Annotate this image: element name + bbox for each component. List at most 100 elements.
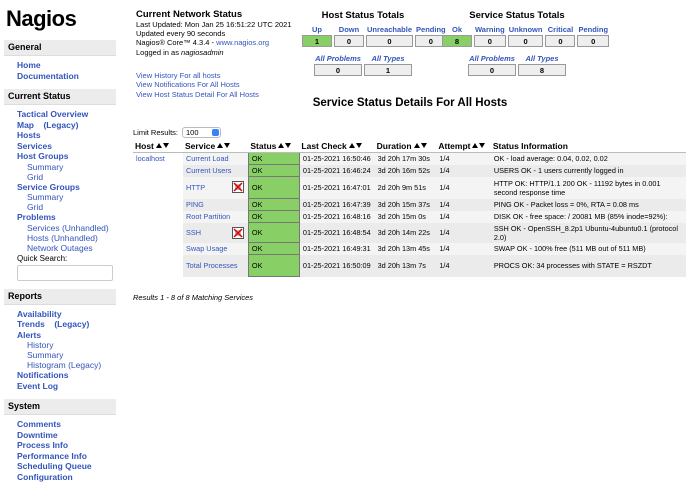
nav-link[interactable]: Configuration [17, 471, 73, 482]
nav-subitem[interactable]: Grid [27, 171, 44, 182]
attempt-cell: 1/4 [436, 164, 491, 177]
last-check: 01-25-2021 16:48:16 [302, 212, 371, 221]
search-input[interactable] [17, 264, 113, 281]
summary-value: 8 [518, 64, 566, 76]
nav-subitem[interactable]: Services (Unhandled) [27, 222, 109, 233]
summary-label[interactable]: All Types [371, 54, 405, 63]
duration: 3d 20h 15m 0s [377, 212, 426, 221]
nav-link[interactable]: Tactical Overview [17, 109, 89, 119]
version-link[interactable]: www.nagios.org [216, 38, 270, 48]
nav-link[interactable]: Host Groups [17, 151, 69, 161]
nav-link[interactable]: (Legacy) [43, 119, 79, 130]
nav-link[interactable]: Service Groups [17, 181, 80, 192]
totals-title: Service Status Totals [469, 10, 565, 21]
duration-cell: 3d 20h 17m 30s [374, 152, 437, 165]
totals-label[interactable]: Unknown [508, 25, 543, 34]
nav-link[interactable]: Scheduling Queue [17, 461, 92, 471]
nav-subitem[interactable]: Hosts (Unhandled) [27, 232, 98, 243]
last-check-cell: 01-25-2021 16:50:46 [299, 152, 375, 165]
nav-subitem[interactable]: Summary [27, 192, 64, 202]
column-title: Duration [376, 141, 412, 151]
totals-label[interactable]: Warning [475, 25, 505, 34]
service[interactable]: Swap Usage [186, 244, 228, 253]
nav-link[interactable]: Notifications [17, 370, 69, 380]
nav-link[interactable]: Availability [17, 308, 62, 319]
service-row: Root Partition OK 01-25-2021 16:48:16 3d 20… [133, 210, 686, 223]
nav-link[interactable]: Performance Info [17, 450, 87, 461]
info-link[interactable]: View Host Status Detail For All Hosts [136, 89, 259, 99]
info-cell: PING OK - Packet loss = 0%, RTA = 0.08 m… [490, 198, 686, 211]
nav-link[interactable]: Hosts [17, 130, 41, 140]
service[interactable]: Root Partition [186, 212, 231, 221]
totals-label[interactable]: Unreachable [367, 25, 413, 34]
nav-link[interactable]: Documentation [17, 70, 79, 81]
nav-link[interactable]: Event Log [17, 380, 59, 391]
info: DISK OK - free space: / 20081 MB (85% in… [493, 212, 668, 221]
nav-link[interactable]: Map [17, 119, 34, 130]
nav-link[interactable]: Comments [17, 419, 61, 429]
column-header: Status Information [490, 140, 686, 153]
info-link[interactable]: View History For all hosts [136, 70, 221, 80]
nav-link[interactable]: Home [17, 60, 41, 70]
nav-link[interactable]: (Legacy) [54, 319, 90, 329]
summary-label[interactable]: All Problems [469, 54, 515, 63]
service[interactable]: Current Users [186, 166, 232, 175]
duration: 3d 20h 14m 22s [377, 228, 430, 237]
status: OK [251, 212, 263, 221]
nav-subitem[interactable]: Network Outages [27, 242, 93, 253]
totals-label[interactable]: Down [338, 25, 360, 34]
sort-arrows[interactable] [413, 142, 427, 149]
sort-arrows[interactable] [472, 142, 486, 149]
info-link[interactable]: View Notifications For All Hosts [136, 80, 240, 90]
sort-arrows[interactable] [155, 142, 169, 149]
service[interactable]: PING [186, 200, 204, 209]
service[interactable]: Current Load [186, 154, 229, 164]
summary-label[interactable]: All Types [525, 54, 559, 63]
section-header: Reports [4, 288, 116, 305]
service-table: Host Service Status Last Check Duration Attem… [133, 140, 686, 277]
last-check: 01-25-2021 16:50:46 [302, 154, 371, 164]
attempt: 1/4 [439, 200, 450, 209]
nav-subitem[interactable]: History [27, 340, 54, 350]
summary-labels: All Problems All Types [468, 54, 566, 63]
info-cell: HTTP OK: HTTP/1.1 200 OK - 11192 bytes i… [490, 176, 686, 199]
nav-item: Tactical Overview [4, 109, 116, 120]
sort-arrows[interactable] [348, 142, 362, 149]
host-cell [133, 222, 184, 243]
last-updated: Last Updated: Mon Jan 25 16:51:22 UTC 20… [136, 20, 292, 29]
totals-label[interactable]: Pending [416, 25, 446, 34]
host-link[interactable]: localhost [136, 154, 165, 163]
service[interactable]: HTTP [186, 183, 206, 192]
status: OK [251, 244, 263, 253]
host-cell: localhost [133, 152, 184, 165]
service[interactable]: SSH [186, 228, 202, 237]
nav-subitem[interactable]: Histogram (Legacy) [27, 360, 102, 370]
totals-label[interactable]: Up [312, 25, 322, 34]
totals-label[interactable]: Critical [547, 25, 574, 34]
column-header: Status [248, 140, 300, 153]
nav-link[interactable]: Services [17, 140, 52, 151]
nav-link[interactable]: Problems [17, 212, 56, 222]
nav-subitem[interactable]: Grid [27, 202, 44, 212]
totals-value: 0 [474, 35, 506, 47]
sort-arrows[interactable] [217, 142, 231, 149]
nav-link[interactable]: Alerts [17, 329, 42, 340]
nav-link[interactable]: Downtime [17, 429, 58, 440]
logo[interactable]: Nagios [6, 6, 77, 31]
nav-link[interactable]: Trends [17, 319, 45, 329]
attempt-cell: 1/4 [436, 222, 491, 243]
info-cell: USERS OK - 1 users currently logged in [490, 164, 686, 177]
limit-select[interactable]: 100 [182, 127, 222, 138]
totals-value: 8 [442, 35, 472, 47]
nav-item: Service Groups [4, 182, 116, 193]
service[interactable]: Total Processes [186, 261, 238, 270]
summary-label[interactable]: All Problems [315, 54, 361, 63]
totals-label[interactable]: Ok [451, 25, 462, 34]
nav-link[interactable]: Process Info [17, 440, 69, 450]
totals-label[interactable]: Pending [578, 25, 609, 34]
nav-subitem[interactable]: Summary [27, 350, 64, 360]
nav-subitem[interactable]: Summary [27, 161, 64, 172]
column-title: Last Check [301, 141, 347, 151]
sort-arrows[interactable] [278, 142, 292, 149]
totals-table: Up Down Unreachable Pending 1 0 0 0 [300, 24, 449, 48]
